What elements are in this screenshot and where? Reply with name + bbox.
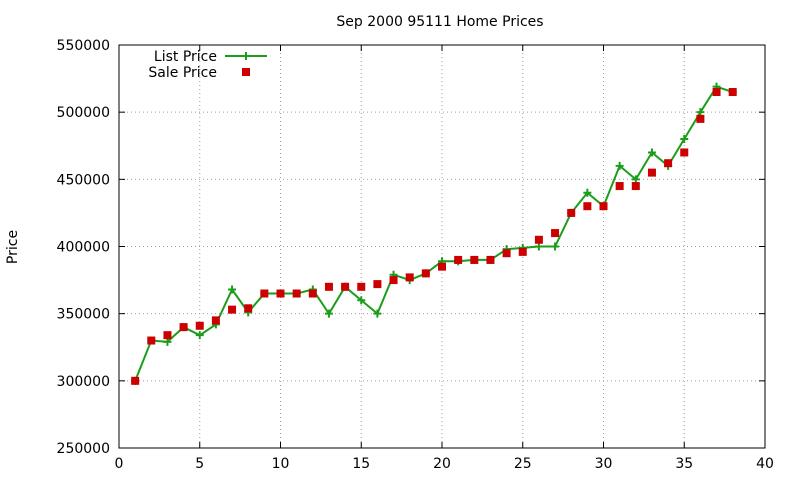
y-tick-label: 500000: [57, 105, 110, 121]
x-tick-label: 20: [433, 456, 451, 472]
sale-price-point: [260, 289, 269, 298]
y-tick-label: 350000: [57, 307, 110, 323]
list-price-point: [631, 175, 640, 184]
legend-plus-marker: [242, 52, 250, 60]
sale-price-point: [438, 262, 446, 271]
x-tick-label: 5: [195, 456, 204, 472]
sale-price-point: [308, 289, 317, 298]
sale-price-point: [567, 208, 576, 217]
y-tick-label: 550000: [57, 38, 110, 54]
y-tick-label: 300000: [57, 374, 110, 390]
sale-price-point: [599, 202, 608, 211]
list-price-point: [228, 285, 237, 294]
sale-price-point: [244, 304, 253, 313]
list-price-point: [615, 161, 624, 170]
sale-price-point: [712, 88, 721, 97]
sale-price-point: [163, 331, 172, 340]
y-tick-label: 450000: [57, 172, 110, 188]
x-tick-label: 40: [756, 456, 774, 472]
sale-price-point: [324, 282, 333, 291]
sale-price-point: [389, 276, 398, 285]
x-tick-label: 30: [595, 456, 613, 472]
sale-price-point: [551, 229, 560, 238]
list-price-point: [696, 108, 705, 117]
sale-price-point: [631, 182, 640, 191]
x-tick-label: 25: [514, 456, 532, 472]
list-price-point: [647, 148, 656, 157]
sale-price-point: [534, 235, 543, 244]
list-price-point: [680, 135, 689, 144]
list-price-point: [373, 309, 382, 318]
sale-price-point: [421, 269, 430, 278]
y-axis-label: Price: [5, 230, 21, 264]
sale-price-point: [486, 255, 495, 264]
legend-square-marker: [242, 68, 250, 76]
legend-label-sale-price: Sale Price: [148, 65, 217, 81]
list-price-point: [583, 188, 592, 197]
sale-price-point: [454, 255, 463, 264]
grid: [119, 45, 765, 448]
sale-price-point: [195, 321, 204, 330]
sale-price-point: [502, 249, 511, 258]
sale-price-point: [696, 114, 705, 123]
y-tick-label: 400000: [57, 240, 110, 256]
list-price-point: [551, 242, 560, 251]
sale-price-point: [211, 316, 220, 325]
chart-title: Sep 2000 95111 Home Prices: [336, 14, 543, 30]
sale-price-point: [276, 289, 285, 298]
sale-price-point: [147, 336, 156, 345]
x-tick-label: 35: [675, 456, 693, 472]
axis-ticks: 0 5 10 15 20 25 30 35 40 250000 300000 350000 400000…: [57, 38, 774, 472]
sale-price-point: [228, 305, 237, 314]
list-price-point: [534, 242, 543, 251]
legend-label-list-price: List Price: [154, 49, 217, 65]
sale-price-point: [518, 247, 527, 256]
sale-price-point: [728, 88, 737, 97]
series-list-price: [131, 82, 737, 385]
list-price-point: [195, 331, 204, 340]
series-sale-price: [131, 88, 737, 385]
list-price-point: [324, 309, 333, 318]
x-tick-label: 0: [115, 456, 124, 472]
sale-price-point: [615, 182, 624, 191]
list-price-point: [163, 337, 172, 346]
list-price-line: [134, 85, 734, 382]
y-tick-label: 250000: [57, 441, 110, 457]
sale-price-point: [405, 273, 414, 282]
list-price-point: [357, 296, 366, 305]
x-tick-label: 10: [272, 456, 290, 472]
series-layer: [131, 82, 737, 385]
sale-price-point: [357, 282, 366, 291]
x-tick-label: 15: [352, 456, 370, 472]
sale-price-point: [664, 159, 673, 168]
sale-price-point: [647, 168, 656, 177]
sale-price-point: [292, 289, 301, 298]
sale-price-point: [470, 255, 479, 264]
sale-price-point: [373, 280, 382, 289]
legend: List Price Sale Price: [148, 49, 267, 81]
sale-price-point: [680, 148, 689, 157]
sale-price-point: [341, 282, 350, 291]
sale-price-point: [131, 376, 140, 385]
sale-price-point: [583, 202, 592, 211]
sale-price-point: [179, 323, 188, 332]
